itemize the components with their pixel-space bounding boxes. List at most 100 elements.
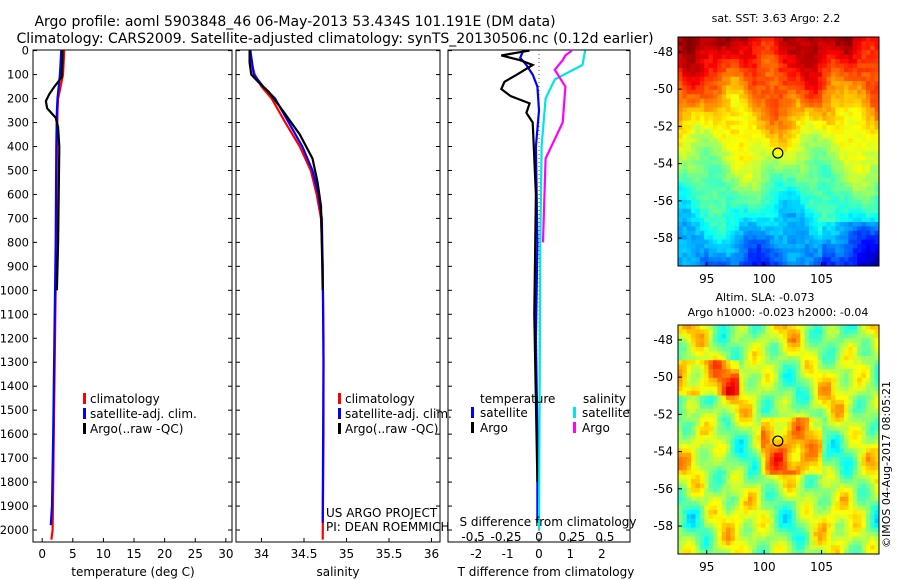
- map-cell: [704, 235, 710, 241]
- map-cell: [721, 59, 727, 65]
- map-cell: [782, 351, 788, 357]
- map-cell: [756, 492, 762, 498]
- map-cell: [747, 461, 753, 467]
- map-cell: [791, 523, 797, 529]
- map-cell: [782, 474, 788, 480]
- map-cell: [721, 470, 727, 476]
- map-cell: [686, 235, 692, 241]
- map-cell: [761, 226, 766, 232]
- map-cell: [704, 230, 710, 236]
- map-cell: [726, 98, 732, 104]
- map-cell: [826, 226, 832, 232]
- map-cell: [730, 395, 736, 401]
- map-cell: [743, 430, 749, 436]
- map-cell: [765, 325, 771, 330]
- map-cell: [817, 37, 823, 42]
- map-cell: [774, 45, 780, 51]
- map-cell: [752, 435, 758, 441]
- map-cell: [804, 391, 810, 397]
- map-cell: [787, 116, 793, 122]
- map-cell: [678, 59, 683, 65]
- map-cell: [734, 421, 740, 427]
- map-cell: [782, 63, 788, 69]
- map-cell: [817, 160, 823, 166]
- map-cell: [822, 545, 828, 551]
- map-cell: [678, 404, 683, 410]
- map-cell: [857, 518, 863, 524]
- map-cell: [809, 67, 815, 73]
- map-cell: [857, 514, 863, 520]
- map-cell: [830, 103, 836, 109]
- map-cell: [704, 470, 710, 476]
- map-cell: [756, 395, 762, 401]
- map-cell: [813, 142, 819, 148]
- map-cell: [813, 364, 819, 370]
- map-cell: [747, 470, 753, 476]
- map-cell: [822, 98, 828, 104]
- map-cell: [708, 413, 714, 419]
- map-cell: [730, 355, 736, 361]
- map-cell: [752, 147, 758, 153]
- map-cell: [739, 514, 745, 520]
- map-cell: [682, 208, 688, 214]
- map-cell: [743, 386, 749, 392]
- map-cell: [712, 496, 718, 502]
- map-cell: [874, 41, 879, 47]
- map-cell: [686, 120, 692, 126]
- map-cell: [774, 501, 780, 507]
- map-cell: [761, 208, 766, 214]
- map-cell: [791, 496, 797, 502]
- map-cell: [800, 421, 806, 427]
- map-cell: [839, 408, 845, 414]
- map-cell: [822, 41, 828, 47]
- map-cell: [739, 155, 745, 161]
- map-cell: [835, 474, 841, 480]
- map-cell: [800, 199, 806, 205]
- map-cell: [761, 59, 766, 65]
- map-cell: [708, 195, 714, 201]
- map-cell: [813, 173, 819, 179]
- map-cell: [691, 373, 697, 379]
- map-cell: [695, 239, 701, 245]
- map-cell: [804, 364, 810, 370]
- map-cell: [708, 461, 714, 467]
- map-cell: [817, 182, 823, 188]
- map-cell: [874, 325, 879, 330]
- map-cell: [678, 452, 683, 458]
- map-cell: [752, 63, 758, 69]
- map-cell: [686, 364, 692, 370]
- map-cell: [752, 98, 758, 104]
- map-cell: [795, 373, 801, 379]
- map-cell: [756, 129, 762, 135]
- map-cell: [678, 261, 683, 266]
- map-cell: [870, 147, 876, 153]
- map-cell: [761, 518, 766, 524]
- map-cell: [721, 377, 727, 383]
- map-cell: [848, 382, 854, 388]
- map-cell: [782, 531, 788, 537]
- map-cell: [765, 347, 771, 353]
- map-cell: [791, 399, 797, 405]
- map-cell: [861, 103, 867, 109]
- map-cell: [739, 177, 745, 183]
- map-cell: [774, 439, 780, 445]
- map-cell: [804, 505, 810, 511]
- map-cell: [795, 243, 801, 249]
- map-cell: [813, 41, 819, 47]
- map-cell: [830, 369, 836, 375]
- map-cell: [835, 230, 841, 236]
- map-cell: [717, 342, 723, 348]
- map-cell: [747, 457, 753, 463]
- map-cell: [756, 355, 762, 361]
- map-cell: [804, 45, 810, 51]
- map-cell: [691, 125, 697, 131]
- map-cell: [761, 531, 766, 537]
- map-cell: [839, 37, 845, 42]
- map-cell: [870, 204, 876, 210]
- map-cell: [778, 151, 784, 157]
- map-cell: [848, 199, 854, 205]
- map-cell: [791, 98, 797, 104]
- map-cell: [839, 248, 845, 254]
- map-cell: [787, 191, 793, 197]
- map-cell: [717, 252, 723, 258]
